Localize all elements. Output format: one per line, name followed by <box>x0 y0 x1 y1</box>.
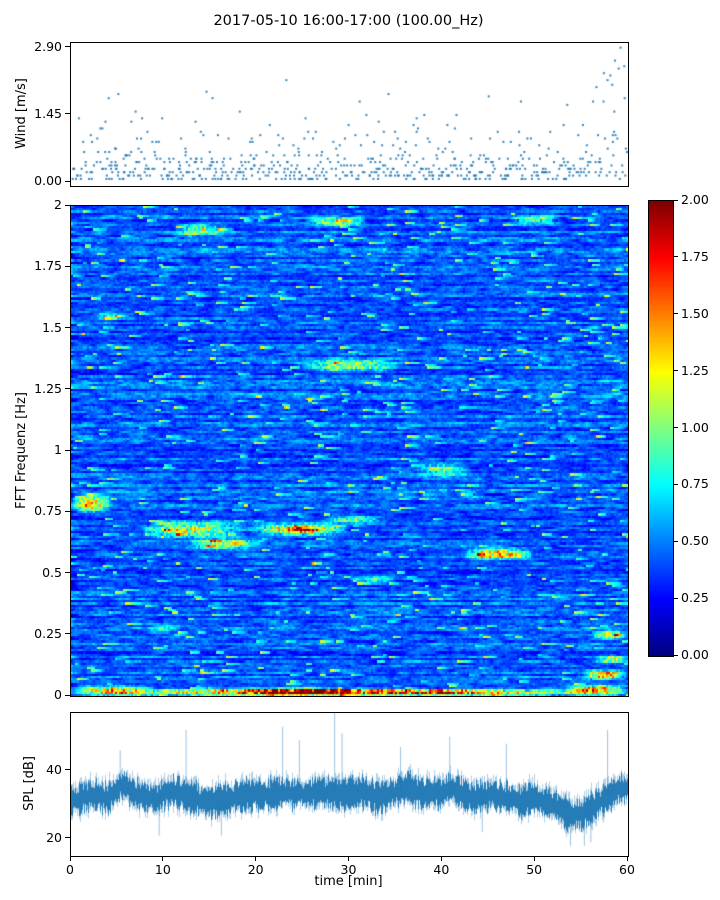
y-tick-mark <box>65 449 70 451</box>
y-tick-mark <box>65 265 70 267</box>
x-tick-mark <box>69 856 71 861</box>
colorbar-tick-mark <box>674 654 678 656</box>
y-tick-mark <box>65 510 70 512</box>
y-tick-mark <box>65 633 70 635</box>
colorbar-canvas <box>649 201 673 656</box>
x-tick-mark <box>348 856 349 861</box>
chart-title: 2017-05-10 16:00-17:00 (100.00_Hz) <box>213 13 484 29</box>
colorbar-tick-label: 0.25 <box>681 590 709 606</box>
x-tick-mark <box>533 856 535 861</box>
colorbar-tick-label: 1.25 <box>681 362 709 378</box>
colorbar-tick-label: 2.00 <box>681 192 709 207</box>
y-tick-mark <box>65 769 70 771</box>
colorbar-tick-mark <box>674 313 678 315</box>
x-tick-mark <box>162 856 164 861</box>
x-tick-mark <box>255 856 257 861</box>
y-tick-label: 0.00 <box>34 173 62 189</box>
x-tick-mark <box>626 856 628 861</box>
x-tick-label: 0 <box>66 862 74 877</box>
y-tick-mark <box>65 180 70 182</box>
x-tick-label: 20 <box>247 862 264 877</box>
colorbar-tick-label: 1.75 <box>681 248 709 264</box>
colorbar-tick-mark <box>674 370 678 372</box>
y-tick-label: 2 <box>54 197 62 212</box>
spectrogram-axes <box>70 205 629 697</box>
y-tick-mark <box>65 837 70 839</box>
y-tick-label: 1.45 <box>34 105 62 121</box>
y-tick-label: 0.25 <box>34 625 62 641</box>
colorbar-tick-label: 0.00 <box>681 647 709 662</box>
y-tick-label: 1.5 <box>42 319 62 335</box>
y-tick-mark <box>65 46 70 48</box>
spectrogram-canvas <box>71 206 628 696</box>
y-tick-label: 1.25 <box>34 380 62 396</box>
y-tick-label: 0 <box>54 687 62 702</box>
y-tick-label: 0.5 <box>42 564 62 580</box>
x-tick-label: 40 <box>433 862 450 877</box>
x-tick-label: 60 <box>619 862 635 877</box>
spl-axes <box>70 712 629 857</box>
y-tick-mark <box>65 113 70 115</box>
y-tick-label: 20 <box>46 829 62 845</box>
y-tick-mark <box>65 694 70 696</box>
colorbar-tick-label: 1.00 <box>681 419 709 435</box>
y-tick-mark <box>65 388 70 390</box>
y-tick-label: 40 <box>46 761 62 777</box>
colorbar-tick-label: 0.75 <box>681 476 709 492</box>
spl-line-canvas <box>71 713 628 856</box>
y-tick-label: 1 <box>54 442 62 457</box>
x-tick-label: 50 <box>526 862 543 877</box>
y-tick-mark <box>65 572 70 573</box>
colorbar-tick-mark <box>674 199 678 201</box>
y-tick-mark <box>65 327 70 328</box>
y-tick-label: 0.75 <box>34 503 62 519</box>
colorbar-tick-mark <box>674 483 678 485</box>
colorbar-tick-mark <box>674 427 678 428</box>
y-tick-mark <box>65 204 70 206</box>
colorbar-tick-mark <box>674 540 678 542</box>
x-tick-mark <box>440 856 442 861</box>
x-tick-label: 10 <box>154 862 171 877</box>
y-tick-label: 1.75 <box>34 258 62 274</box>
colorbar-tick-label: 0.50 <box>681 533 709 549</box>
wind-axes <box>70 42 629 187</box>
colorbar-tick-mark <box>674 256 678 258</box>
colorbar <box>648 200 674 657</box>
wind-scatter-canvas <box>71 43 628 186</box>
x-axis-label: time [min] <box>314 874 383 889</box>
x-tick-label: 30 <box>340 862 357 877</box>
y-tick-label: 2.90 <box>34 38 62 54</box>
colorbar-tick-mark <box>674 597 678 599</box>
colorbar-tick-label: 1.50 <box>681 305 709 321</box>
